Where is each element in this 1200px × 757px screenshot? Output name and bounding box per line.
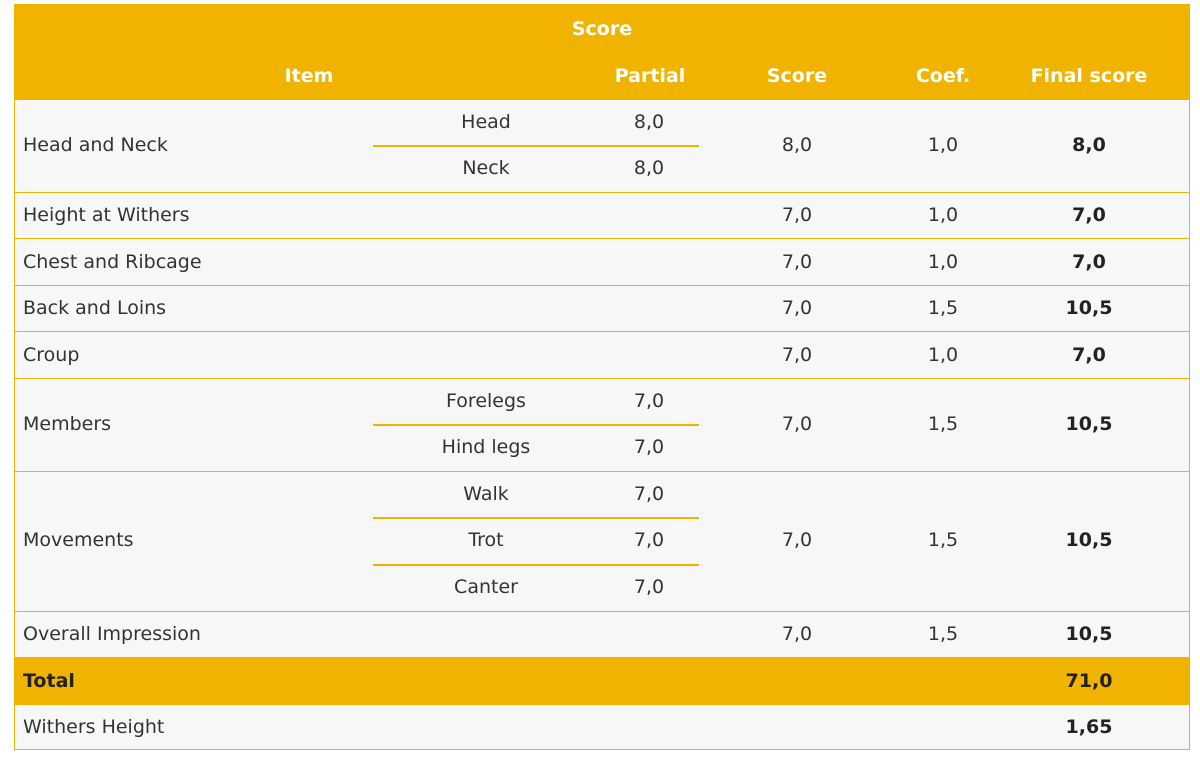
row-item-label: Head and Neck bbox=[23, 134, 168, 156]
score-group-header: Score bbox=[15, 18, 1189, 40]
sub-item-divider bbox=[373, 564, 699, 566]
coef-value: 1,0 bbox=[903, 344, 983, 366]
sub-item-label: Hind legs bbox=[373, 436, 599, 458]
sub-item-label: Head bbox=[373, 111, 599, 133]
coef-column-header: Coef. bbox=[893, 65, 993, 87]
table-header: Score Item Partial Score Coef. Final sco… bbox=[15, 5, 1189, 99]
partial-column-header: Partial bbox=[600, 65, 700, 87]
sub-item-label: Trot bbox=[373, 529, 599, 551]
final-score-value: 7,0 bbox=[1049, 251, 1129, 273]
coef-value: 1,5 bbox=[903, 529, 983, 551]
final-score-value: 7,0 bbox=[1049, 344, 1129, 366]
row-item-label: Height at Withers bbox=[23, 204, 190, 226]
sub-items: Walk 7,0 Trot 7,0 Canter 7,0 bbox=[373, 472, 699, 612]
item-column-header: Item bbox=[259, 65, 359, 87]
total-row: Total 71,0 bbox=[15, 657, 1189, 704]
score-table: Score Item Partial Score Coef. Final sco… bbox=[14, 4, 1190, 750]
row-item-label: Croup bbox=[23, 344, 79, 366]
total-value: 71,0 bbox=[1049, 670, 1129, 692]
final-score-value: 8,0 bbox=[1049, 134, 1129, 156]
score-value: 7,0 bbox=[757, 623, 837, 645]
table-row: Overall Impression 7,0 1,5 10,5 bbox=[15, 611, 1189, 657]
sub-items: Head 8,0 Neck 8,0 bbox=[373, 100, 699, 193]
final-score-value: 7,0 bbox=[1049, 204, 1129, 226]
withers-height-row: Withers Height 1,65 bbox=[15, 704, 1189, 749]
sub-item-label: Neck bbox=[373, 157, 599, 179]
score-value: 7,0 bbox=[757, 529, 837, 551]
coef-value: 1,5 bbox=[903, 623, 983, 645]
final-score-value: 10,5 bbox=[1049, 413, 1129, 435]
final-score-column-header: Final score bbox=[1019, 65, 1159, 87]
sub-item-divider bbox=[373, 145, 699, 147]
coef-value: 1,0 bbox=[903, 134, 983, 156]
coef-value: 1,5 bbox=[903, 297, 983, 319]
score-value: 7,0 bbox=[757, 204, 837, 226]
row-item-label: Chest and Ribcage bbox=[23, 251, 202, 273]
table-row: Movements Walk 7,0 Trot 7,0 Canter 7,0 7… bbox=[15, 471, 1189, 611]
partial-value: 8,0 bbox=[609, 111, 689, 133]
table-row: Head and Neck Head 8,0 Neck 8,0 8,0 1,0 … bbox=[15, 99, 1189, 192]
score-value: 7,0 bbox=[757, 297, 837, 319]
partial-value: 7,0 bbox=[609, 576, 689, 598]
partial-value: 7,0 bbox=[609, 390, 689, 412]
partial-value: 8,0 bbox=[609, 157, 689, 179]
partial-value: 7,0 bbox=[609, 483, 689, 505]
sub-item-label: Walk bbox=[373, 483, 599, 505]
score-value: 7,0 bbox=[757, 344, 837, 366]
sub-item-label: Canter bbox=[373, 576, 599, 598]
row-item-label: Overall Impression bbox=[23, 623, 201, 645]
sub-item-divider bbox=[373, 424, 699, 426]
table-row: Croup 7,0 1,0 7,0 bbox=[15, 331, 1189, 378]
score-value: 8,0 bbox=[757, 134, 837, 156]
row-item-label: Back and Loins bbox=[23, 297, 166, 319]
row-item-label: Movements bbox=[23, 529, 134, 551]
row-item-label: Members bbox=[23, 413, 111, 435]
score-value: 7,0 bbox=[757, 251, 837, 273]
table-row: Height at Withers 7,0 1,0 7,0 bbox=[15, 192, 1189, 238]
partial-value: 7,0 bbox=[609, 436, 689, 458]
withers-height-label: Withers Height bbox=[23, 716, 164, 738]
withers-height-value: 1,65 bbox=[1049, 716, 1129, 738]
final-score-value: 10,5 bbox=[1049, 297, 1129, 319]
table-row: Back and Loins 7,0 1,5 10,5 bbox=[15, 285, 1189, 331]
score-column-header: Score bbox=[747, 65, 847, 87]
table-row: Members Forelegs 7,0 Hind legs 7,0 7,0 1… bbox=[15, 378, 1189, 471]
coef-value: 1,0 bbox=[903, 251, 983, 273]
sub-item-label: Forelegs bbox=[373, 390, 599, 412]
final-score-value: 10,5 bbox=[1049, 623, 1129, 645]
partial-value: 7,0 bbox=[609, 529, 689, 551]
coef-value: 1,5 bbox=[903, 413, 983, 435]
sub-item-divider bbox=[373, 517, 699, 519]
coef-value: 1,0 bbox=[903, 204, 983, 226]
final-score-value: 10,5 bbox=[1049, 529, 1129, 551]
score-value: 7,0 bbox=[757, 413, 837, 435]
total-label: Total bbox=[23, 670, 75, 692]
sub-items: Forelegs 7,0 Hind legs 7,0 bbox=[373, 379, 699, 472]
table-row: Chest and Ribcage 7,0 1,0 7,0 bbox=[15, 238, 1189, 285]
